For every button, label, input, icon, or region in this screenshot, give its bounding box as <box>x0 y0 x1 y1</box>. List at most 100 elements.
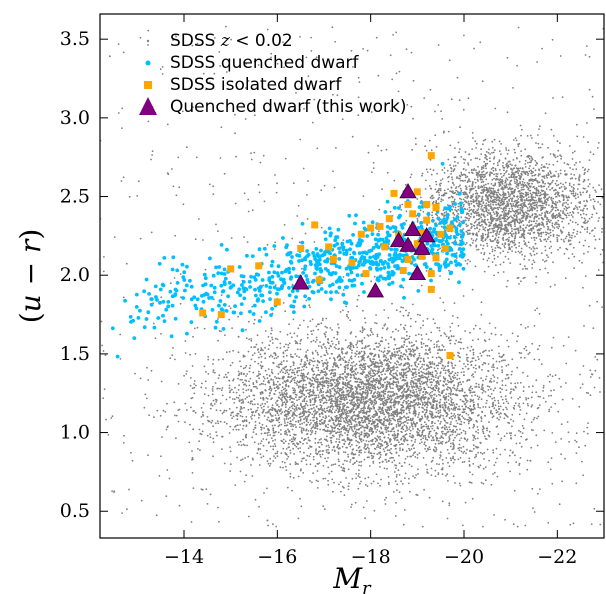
sdss-point <box>421 338 423 340</box>
sdss-point <box>503 417 506 420</box>
sdss-point <box>365 386 368 389</box>
sdss-point <box>281 460 284 463</box>
sdss-point <box>420 435 422 438</box>
sdss-point <box>426 418 428 420</box>
sdss-point <box>305 418 308 421</box>
sdss-point <box>410 394 413 397</box>
sdss-point <box>304 417 307 419</box>
sdss-point <box>289 439 291 442</box>
sdss-point <box>274 376 276 378</box>
sdss-point <box>372 420 374 423</box>
sdss-point <box>248 367 251 370</box>
sdss-point <box>448 452 450 455</box>
sdss-point <box>329 389 331 392</box>
sdss-point <box>320 355 322 358</box>
sdss-point <box>376 335 379 338</box>
sdss-point <box>302 389 305 392</box>
sdss-point <box>437 473 440 476</box>
sdss-point <box>264 383 267 386</box>
sdss-point <box>239 415 242 417</box>
sdss-point <box>390 356 392 359</box>
sdss-point <box>533 358 536 361</box>
sdss-point <box>539 488 541 490</box>
sdss-point <box>406 381 409 384</box>
sdss-point <box>531 385 534 388</box>
sdss-point <box>427 425 430 428</box>
sdss-point <box>446 408 449 410</box>
sdss-point <box>400 352 403 354</box>
sdss-point <box>321 443 323 446</box>
sdss-point <box>444 403 446 405</box>
sdss-point <box>395 374 398 376</box>
sdss-point <box>227 371 230 374</box>
sdss-point <box>275 383 278 386</box>
sdss-point <box>188 441 191 444</box>
sdss-point <box>374 386 377 389</box>
sdss-point <box>254 346 257 348</box>
sdss-point <box>289 332 292 335</box>
sdss-point <box>301 406 304 409</box>
sdss-point <box>382 394 385 397</box>
sdss-point <box>311 390 314 393</box>
sdss-point <box>459 456 462 459</box>
sdss-point <box>283 380 286 383</box>
sdss-point <box>458 360 461 362</box>
sdss-point <box>359 402 362 404</box>
sdss-point <box>250 389 253 392</box>
sdss-point <box>288 410 290 413</box>
sdss-point <box>355 373 357 376</box>
sdss-point <box>209 407 212 410</box>
sdss-point <box>258 422 261 425</box>
sdss-point <box>370 407 373 410</box>
sdss-point <box>524 327 527 329</box>
sdss-point <box>289 368 292 371</box>
sdss-point <box>477 446 480 449</box>
sdss-point <box>425 372 428 374</box>
sdss-point <box>276 346 278 349</box>
sdss-point <box>242 400 245 403</box>
sdss-point <box>199 449 201 451</box>
sdss-point <box>494 461 497 464</box>
sdss-point <box>449 330 452 332</box>
sdss-point <box>459 428 461 431</box>
sdss-point <box>379 403 382 406</box>
sdss-point <box>388 420 390 422</box>
sdss-point <box>275 357 278 359</box>
sdss-point <box>268 355 271 358</box>
sdss-point <box>500 437 503 440</box>
sdss-point <box>431 390 434 393</box>
sdss-point <box>488 380 491 383</box>
sdss-point <box>486 399 488 402</box>
sdss-point <box>284 440 287 443</box>
sdss-point <box>441 473 444 476</box>
sdss-point <box>369 370 371 372</box>
sdss-point <box>184 352 187 354</box>
sdss-point <box>319 388 322 390</box>
sdss-point <box>357 487 360 490</box>
sdss-point <box>186 370 188 372</box>
sdss-point <box>537 348 539 351</box>
sdss-point <box>439 411 441 414</box>
sdss-point <box>488 338 491 341</box>
sdss-point <box>224 334 226 336</box>
sdss-point <box>287 346 290 349</box>
sdss-point <box>435 416 437 418</box>
sdss-point <box>376 392 379 395</box>
sdss-point <box>372 379 375 382</box>
sdss-point <box>418 452 421 454</box>
sdss-point <box>417 468 419 471</box>
sdss-point <box>312 357 315 360</box>
sdss-point <box>519 381 522 384</box>
sdss-point <box>289 463 292 466</box>
sdss-point <box>286 486 289 489</box>
sdss-point <box>575 441 578 443</box>
sdss-point <box>273 383 276 386</box>
sdss-point <box>353 427 356 430</box>
sdss-point <box>531 404 533 407</box>
sdss-point <box>405 349 407 351</box>
sdss-point <box>333 430 336 433</box>
sdss-point <box>206 434 209 437</box>
sdss-point <box>420 441 423 443</box>
sdss-point <box>352 463 354 466</box>
sdss-point <box>398 425 400 427</box>
